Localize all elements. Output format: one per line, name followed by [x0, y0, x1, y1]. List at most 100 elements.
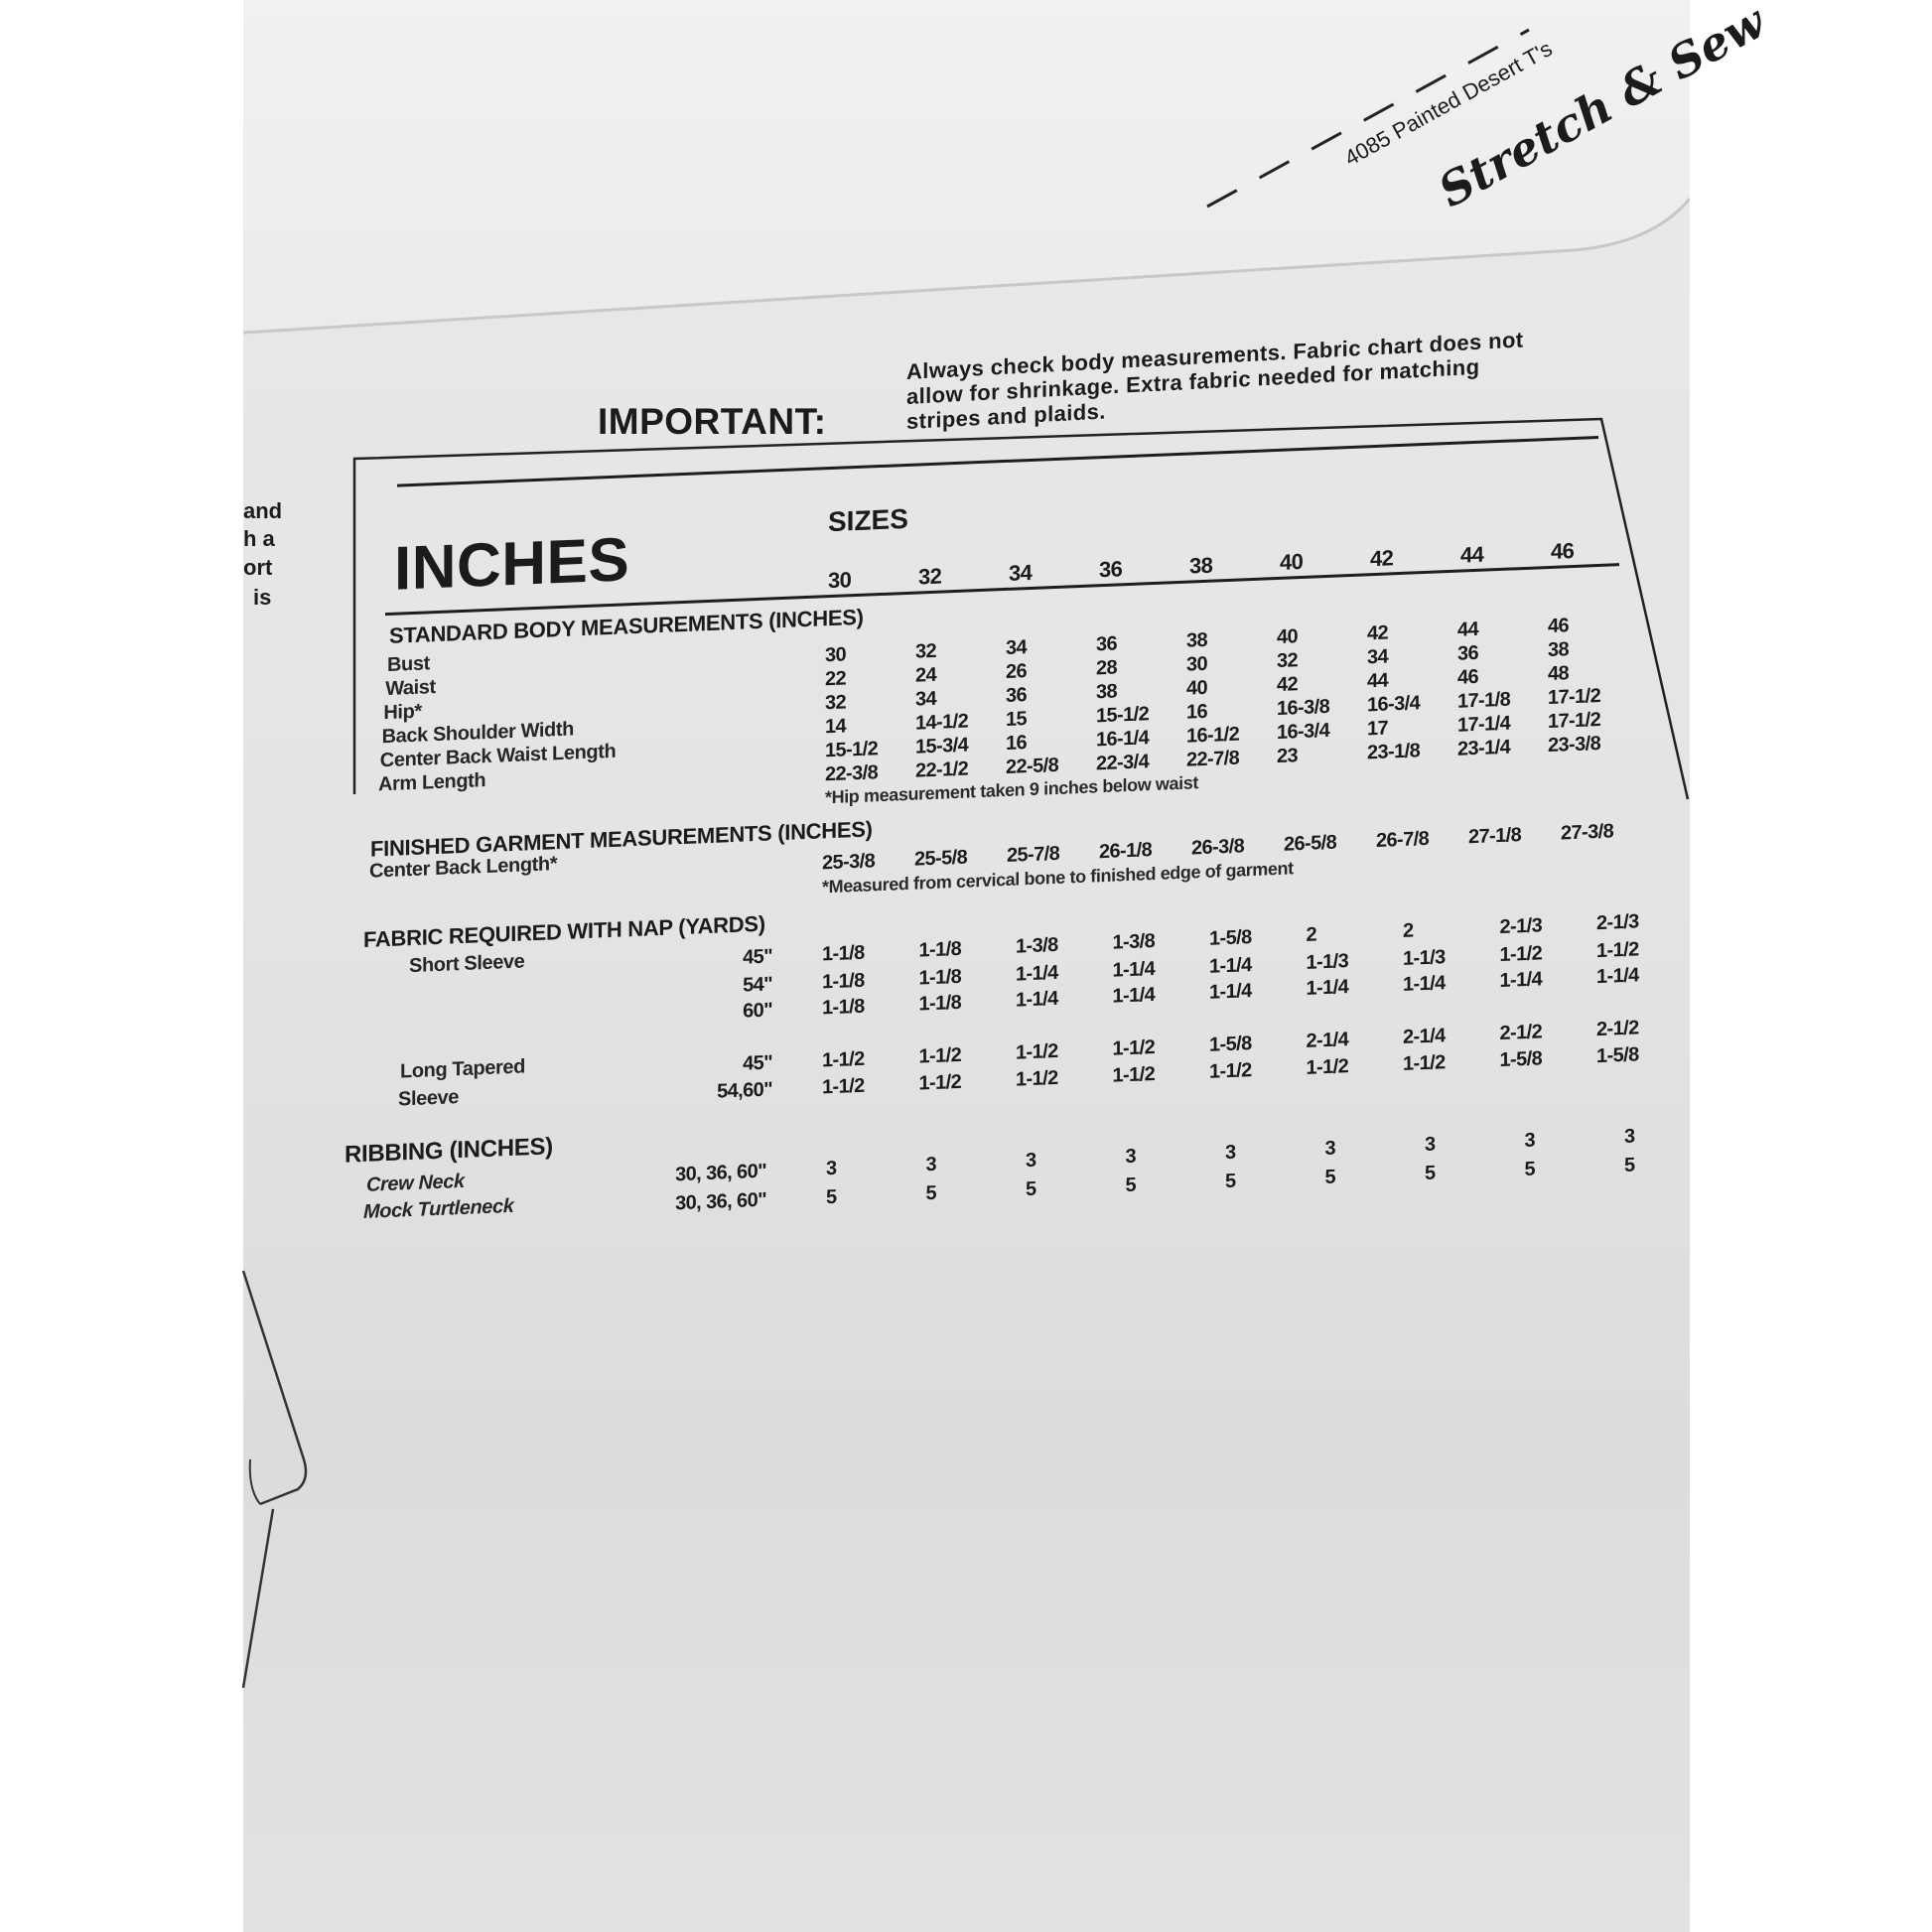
cell-value: 5	[1225, 1170, 1236, 1193]
top-rule	[397, 435, 1598, 487]
cell-value: 1-1/4	[1016, 961, 1058, 986]
cell-value: 27-3/8	[1561, 820, 1614, 845]
cell-value: 5	[1125, 1173, 1137, 1197]
ribbing-width: 30, 36, 60"	[675, 1160, 766, 1186]
size-header: 40	[1280, 548, 1304, 575]
cell-value: 38	[1186, 628, 1208, 652]
cell-value: 1-1/4	[1306, 976, 1349, 1000]
group-label: Long Tapered	[400, 1055, 525, 1083]
important-label: IMPORTANT:	[598, 401, 827, 442]
cell-value: 3	[1524, 1129, 1536, 1152]
section-heading-finished: FINISHED GARMENT MEASUREMENTS (INCHES)	[370, 816, 873, 862]
cell-value: 28	[1096, 656, 1118, 680]
cell-value: 27-1/8	[1468, 824, 1522, 849]
cell-value: 1-3/8	[1016, 933, 1058, 958]
cell-value: 3	[826, 1157, 837, 1180]
cell-value: 16	[1186, 700, 1208, 724]
cell-value: 26-7/8	[1376, 827, 1430, 852]
cell-value: 24	[915, 663, 937, 687]
cell-value: 1-5/8	[1209, 926, 1252, 950]
cell-value: 1-1/4	[1112, 983, 1156, 1008]
size-header: 46	[1551, 537, 1575, 564]
cell-value: 1-3/8	[1112, 929, 1156, 954]
cell-value: 25-3/8	[822, 850, 876, 875]
cell-value: 2-1/3	[1499, 914, 1543, 938]
cell-value: 1-1/4	[1596, 964, 1639, 989]
margin-text: is	[253, 585, 272, 610]
size-header: 38	[1189, 552, 1213, 579]
cell-value: 46	[1548, 615, 1570, 638]
cell-value: 1-1/2	[1306, 1055, 1349, 1079]
cell-value: 1-1/2	[1403, 1051, 1446, 1075]
cell-value: 2-1/2	[1596, 1017, 1639, 1041]
cell-value: 17	[1367, 717, 1389, 741]
cell-value: 3	[1425, 1133, 1436, 1157]
cell-value: 3	[1624, 1125, 1635, 1148]
cell-value: 1-1/2	[918, 1043, 962, 1068]
cell-value: 38	[1096, 680, 1118, 704]
cell-value: 36	[1457, 641, 1479, 665]
cell-value: 3	[1125, 1145, 1137, 1169]
cell-value: 5	[826, 1185, 837, 1209]
cell-value: 16-1/2	[1186, 723, 1240, 748]
cell-value: 16-3/8	[1277, 695, 1330, 721]
row-label: Crew Neck	[366, 1170, 465, 1196]
cell-value: 1-1/2	[822, 1074, 865, 1099]
cell-value: 32	[825, 691, 847, 715]
cell-value: 30	[825, 643, 847, 667]
cell-value: 16-1/4	[1096, 727, 1150, 752]
cell-value: 17-1/2	[1548, 708, 1601, 734]
cell-value: 22	[825, 667, 847, 691]
chart-title: INCHES	[394, 525, 630, 604]
cell-value: 2	[1306, 923, 1317, 946]
margin-text: ort	[243, 555, 273, 580]
cell-value: 1-1/3	[1306, 950, 1349, 974]
cell-value: 23-1/8	[1367, 740, 1421, 764]
cell-value: 5	[1624, 1154, 1635, 1176]
group-label: Short Sleeve	[409, 950, 525, 978]
cell-value: 44	[1367, 669, 1389, 693]
cell-value: 1-1/2	[1016, 1066, 1058, 1091]
cell-value: 26-1/8	[1099, 839, 1153, 864]
cell-value: 22-3/4	[1096, 751, 1150, 775]
cell-value: 48	[1548, 662, 1570, 686]
cell-value: 3	[1225, 1141, 1236, 1165]
cell-value: 34	[1367, 645, 1389, 669]
cell-value: 23-3/8	[1548, 732, 1601, 758]
fabric-width: 45"	[743, 1051, 772, 1075]
cell-value: 3	[925, 1153, 937, 1176]
cell-value: 32	[915, 639, 937, 663]
cell-value: 1-1/4	[1016, 987, 1058, 1012]
cell-value: 1-1/4	[1112, 957, 1156, 982]
fabric-width: 54"	[743, 973, 772, 997]
margin-text: and	[243, 498, 283, 523]
cell-value: 2-1/3	[1596, 910, 1639, 935]
cell-value: 1-1/2	[1016, 1039, 1058, 1064]
cell-value: 1-1/8	[918, 991, 962, 1016]
cell-value: 1-1/8	[822, 941, 865, 966]
cell-value: 36	[1006, 684, 1028, 707]
cell-value: 1-1/2	[1499, 942, 1543, 966]
size-header: 32	[918, 563, 942, 590]
cell-value: 1-1/2	[918, 1070, 962, 1095]
size-chart: INCHES SIZES 30 32 34 36 38 40 42 44 46 STANDARD …	[338, 0, 1727, 1291]
cell-value: 1-1/4	[1209, 980, 1252, 1004]
row-label: Hip*	[383, 700, 422, 725]
cell-value: 5	[925, 1181, 937, 1205]
cell-value: 23	[1277, 745, 1299, 768]
cell-value: 1-1/2	[1112, 1062, 1156, 1087]
cell-value: 1-1/8	[822, 969, 865, 994]
ribbing-width: 30, 36, 60"	[675, 1188, 766, 1215]
cell-value: 1-1/2	[1209, 1059, 1252, 1083]
cell-value: 16-3/4	[1277, 719, 1330, 745]
row-label: Bust	[387, 652, 430, 676]
size-header: 36	[1099, 556, 1123, 583]
fabric-width: 54,60"	[717, 1078, 772, 1103]
cell-value: 25-7/8	[1007, 842, 1060, 867]
cell-value: 1-1/8	[822, 995, 865, 1020]
cell-value: 26-5/8	[1284, 831, 1337, 856]
cell-value: 1-1/2	[822, 1047, 865, 1072]
sizes-label: SIZES	[828, 502, 908, 538]
cell-value: 1-1/2	[1596, 938, 1639, 963]
cell-value: 5	[1425, 1162, 1436, 1185]
